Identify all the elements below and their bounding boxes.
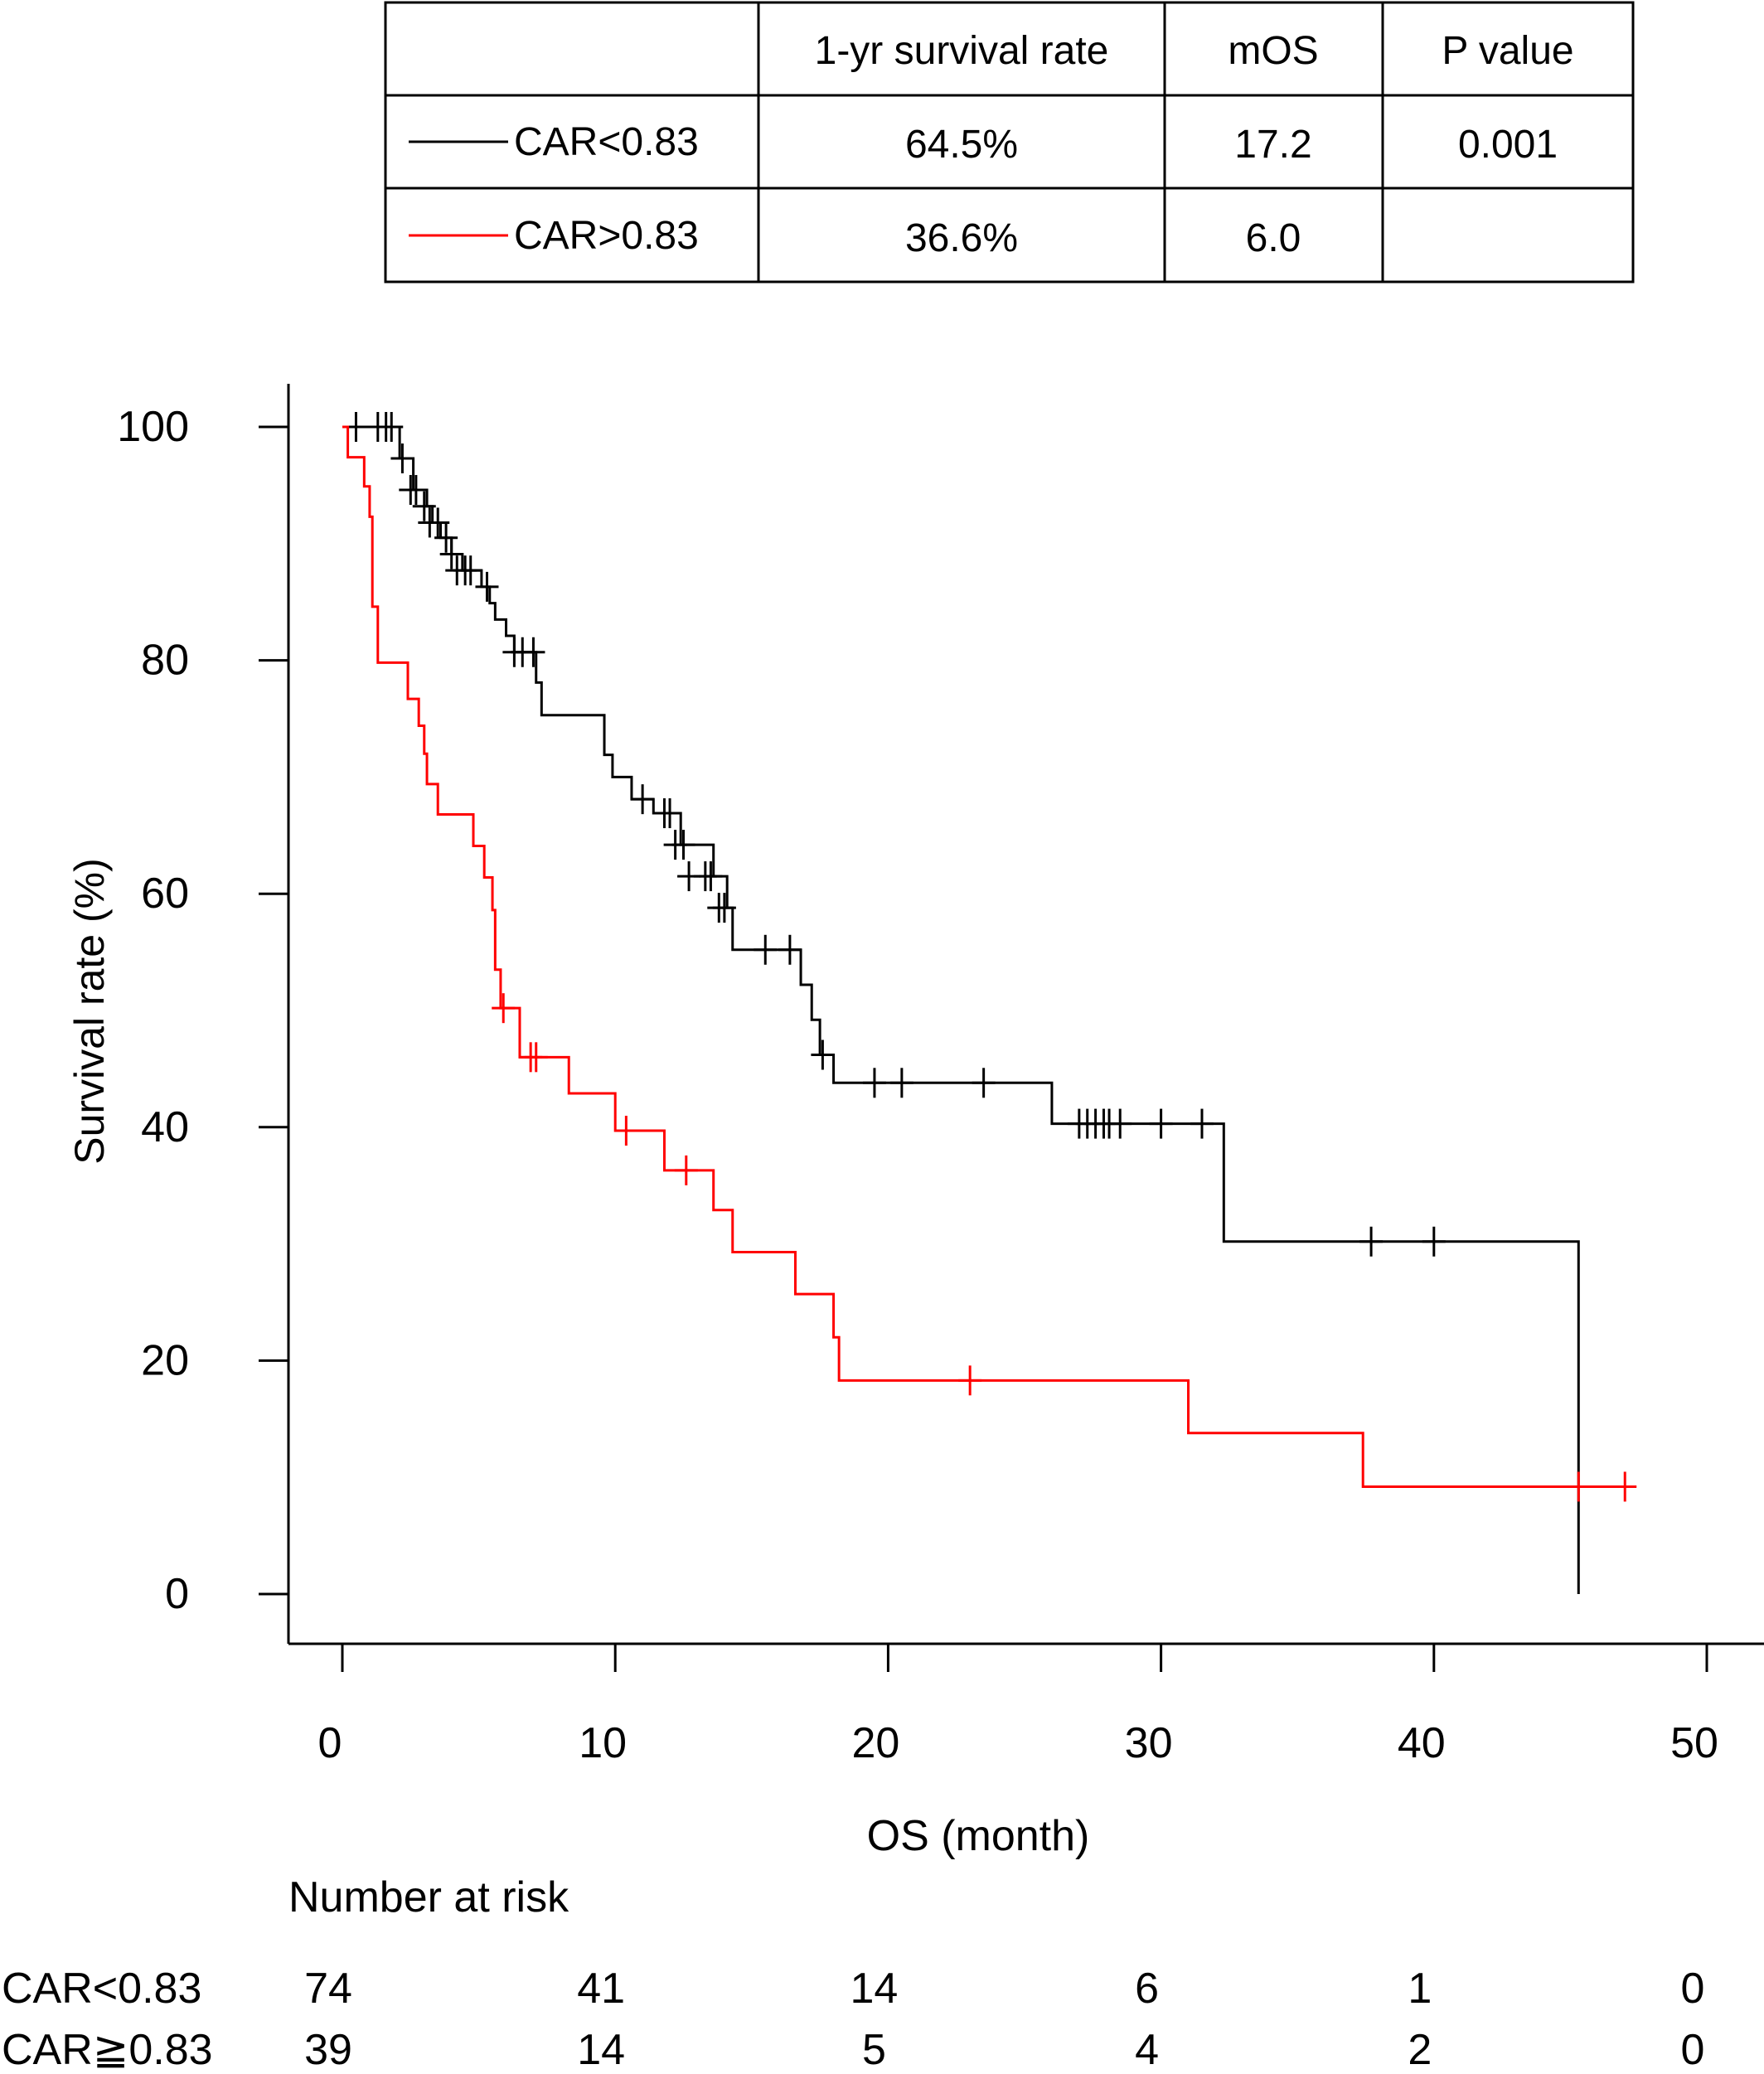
risk-value: 0 xyxy=(1681,2026,1705,2074)
x-tick-label: 30 xyxy=(1125,1719,1173,1767)
survival-line-series-1 xyxy=(342,425,1631,1488)
y-tick-label: 60 xyxy=(141,870,189,918)
risk-value: 2 xyxy=(1408,2026,1432,2074)
y-tick-label: 100 xyxy=(117,403,189,451)
x-ticks: 0 10 20 30 40 50 xyxy=(318,1644,1718,1767)
summary-table xyxy=(384,1,1635,283)
table-row-label: CAR<0.83 xyxy=(514,120,699,164)
y-tick-label: 0 xyxy=(165,1570,189,1618)
risk-row-label: CAR<0.83 xyxy=(2,1965,201,2013)
risk-value: 1 xyxy=(1408,1965,1432,2013)
risk-value: 14 xyxy=(850,1965,898,2013)
risk-value: 39 xyxy=(304,2026,352,2074)
summary-table-text: 1-yr survival rate mOS P value CAR<0.83 … xyxy=(514,29,1574,260)
table-cell-mos: 17.2 xyxy=(1234,123,1311,167)
risk-value: 4 xyxy=(1135,2026,1159,2074)
table-cell-survival: 64.5% xyxy=(905,123,1018,167)
table-cell-survival: 36.6% xyxy=(905,216,1018,260)
risk-value: 0 xyxy=(1681,1965,1705,2013)
x-tick-label: 40 xyxy=(1398,1719,1446,1767)
x-tick-label: 0 xyxy=(318,1719,342,1767)
survival-line-series-0 xyxy=(342,425,1580,1594)
x-tick-label: 50 xyxy=(1670,1719,1718,1767)
x-tick-label: 20 xyxy=(851,1719,899,1767)
table-header-survival: 1-yr survival rate xyxy=(815,29,1109,73)
risk-value: 41 xyxy=(577,1965,625,2013)
table-row-label: CAR>0.83 xyxy=(514,214,699,258)
risk-title: Number at risk xyxy=(288,1873,569,1921)
risk-value: 6 xyxy=(1135,1965,1159,2013)
table-header-pvalue: P value xyxy=(1442,29,1573,73)
risk-row-label: CAR≧0.83 xyxy=(2,2026,213,2074)
risk-value: 74 xyxy=(304,1965,352,2013)
x-tick-label: 10 xyxy=(579,1719,627,1767)
risk-values: 74 41 14 6 1 0 39 14 5 4 2 0 xyxy=(304,1965,1704,2074)
y-axis-label: Survival rate (%) xyxy=(66,858,113,1165)
survival-curves xyxy=(342,412,1637,1594)
risk-value: 14 xyxy=(577,2026,625,2074)
table-cell-mos: 6.0 xyxy=(1246,216,1301,260)
risk-value: 5 xyxy=(862,2026,886,2074)
table-header-mos: mOS xyxy=(1228,29,1318,73)
y-ticks: 0 20 40 60 80 100 xyxy=(117,403,288,1618)
y-tick-label: 20 xyxy=(141,1336,189,1384)
y-tick-label: 80 xyxy=(141,637,189,685)
y-tick-label: 40 xyxy=(141,1103,189,1151)
x-axis-label: OS (month) xyxy=(867,1812,1090,1860)
table-border xyxy=(384,1,1635,283)
axes xyxy=(287,384,1764,1645)
table-cell-pvalue: 0.001 xyxy=(1458,123,1558,167)
